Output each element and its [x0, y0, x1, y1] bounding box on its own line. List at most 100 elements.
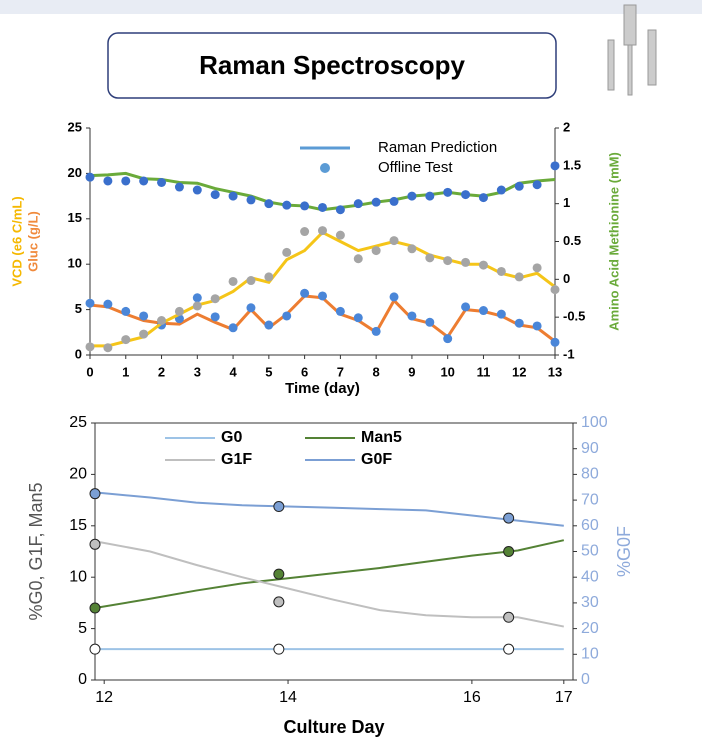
probe — [627, 44, 633, 96]
y-tick-label: 15 — [68, 210, 82, 225]
offline-point — [496, 266, 506, 276]
offline-point — [85, 172, 95, 182]
y2-tick-label: -0.5 — [563, 309, 585, 324]
y2-tick-label: 20 — [581, 620, 599, 637]
y2-tick-label: 0 — [581, 671, 590, 688]
legend-label: Man5 — [361, 429, 402, 446]
offline-point — [425, 253, 435, 263]
x-tick-label: 8 — [373, 364, 380, 379]
x-tick-label: 17 — [555, 689, 573, 706]
offline-marker — [503, 512, 515, 524]
offline-point — [461, 302, 471, 312]
x-axis-label: Culture Day — [283, 717, 384, 737]
y2-tick-label: 100 — [581, 414, 608, 431]
y-tick-label: 25 — [68, 119, 82, 134]
y2-tick-label: 30 — [581, 594, 599, 611]
x-tick-label: 16 — [463, 689, 481, 706]
offline-point — [514, 272, 524, 282]
offline-point — [246, 195, 256, 205]
offline-point — [496, 309, 506, 319]
offline-point — [532, 263, 542, 273]
y-tick-label: 5 — [75, 301, 82, 316]
offline-point — [246, 303, 256, 313]
y2-tick-label: 10 — [581, 646, 599, 663]
offline-point — [121, 306, 131, 316]
offline-marker — [89, 602, 101, 614]
legend-label: Raman Prediction — [378, 139, 497, 156]
offline-marker — [89, 538, 101, 550]
offline-point — [139, 329, 149, 339]
offline-point — [192, 301, 202, 311]
offline-point — [121, 335, 131, 345]
offline-point — [407, 244, 417, 254]
offline-point — [425, 317, 435, 327]
probe — [623, 4, 637, 46]
offline-point — [335, 230, 345, 240]
offline-point — [443, 334, 453, 344]
offline-point — [300, 227, 310, 237]
legend-label: Offline Test — [378, 159, 453, 176]
offline-point — [514, 181, 524, 191]
x-tick-label: 2 — [158, 364, 165, 379]
chart: 0 5 10 15 20 25 0 10 20 30 40 50 60 70 80 90 100 12 14 16 17… — [26, 414, 634, 737]
offline-marker — [89, 488, 101, 500]
y2-tick-label: 70 — [581, 491, 599, 508]
offline-point — [300, 201, 310, 211]
y-tick-label: 10 — [69, 568, 87, 585]
top-band — [0, 0, 702, 14]
y-tick-label: 20 — [69, 466, 87, 483]
offline-point — [264, 320, 274, 330]
x-tick-label: 3 — [194, 364, 201, 379]
legend-label: G1F — [221, 451, 252, 468]
y-tick-label: 10 — [68, 256, 82, 271]
offline-point — [228, 323, 238, 333]
offline-point — [139, 311, 149, 321]
offline-point — [103, 343, 113, 353]
offline-point — [389, 196, 399, 206]
series-line — [94, 491, 564, 527]
offline-point — [139, 176, 149, 186]
offline-point — [407, 191, 417, 201]
offline-point — [103, 299, 113, 309]
y2-tick-label: 0 — [563, 271, 570, 286]
x-tick-label: 12 — [512, 364, 526, 379]
offline-point — [443, 256, 453, 266]
offline-point — [228, 276, 238, 286]
offline-point — [461, 257, 471, 267]
offline-point — [228, 191, 238, 201]
offline-point — [282, 311, 292, 321]
y2-tick-label: 40 — [581, 568, 599, 585]
offline-point — [210, 312, 220, 322]
offline-point — [103, 176, 113, 186]
y-tick-label: 20 — [68, 165, 82, 180]
offline-point — [264, 272, 274, 282]
offline-point — [496, 185, 506, 195]
offline-point — [532, 321, 542, 331]
page-title: Raman Spectroscopy — [199, 50, 465, 80]
legend-swatch — [320, 163, 330, 173]
offline-point — [318, 226, 327, 236]
offline-point — [389, 236, 399, 246]
offline-point — [174, 306, 184, 316]
y-axis-label: VCD (e6 C/mL) — [9, 196, 24, 286]
offline-point — [300, 288, 310, 298]
offline-point — [371, 197, 381, 207]
x-tick-label: 13 — [548, 364, 562, 379]
offline-point — [478, 193, 488, 203]
y2-tick-label: 1 — [563, 195, 570, 210]
x-tick-label: 1 — [122, 364, 129, 379]
offline-point — [210, 294, 220, 304]
y-axis-label: Gluc (g/L) — [25, 211, 40, 272]
legend-label: G0 — [221, 429, 242, 446]
offline-marker — [503, 643, 515, 655]
offline-point — [443, 187, 453, 197]
offline-marker — [273, 501, 285, 513]
offline-point — [550, 285, 560, 295]
offline-point — [157, 315, 167, 325]
offline-point — [353, 199, 363, 209]
offline-point — [246, 276, 256, 286]
offline-point — [371, 246, 381, 256]
offline-point — [532, 180, 542, 190]
offline-marker — [273, 568, 285, 580]
